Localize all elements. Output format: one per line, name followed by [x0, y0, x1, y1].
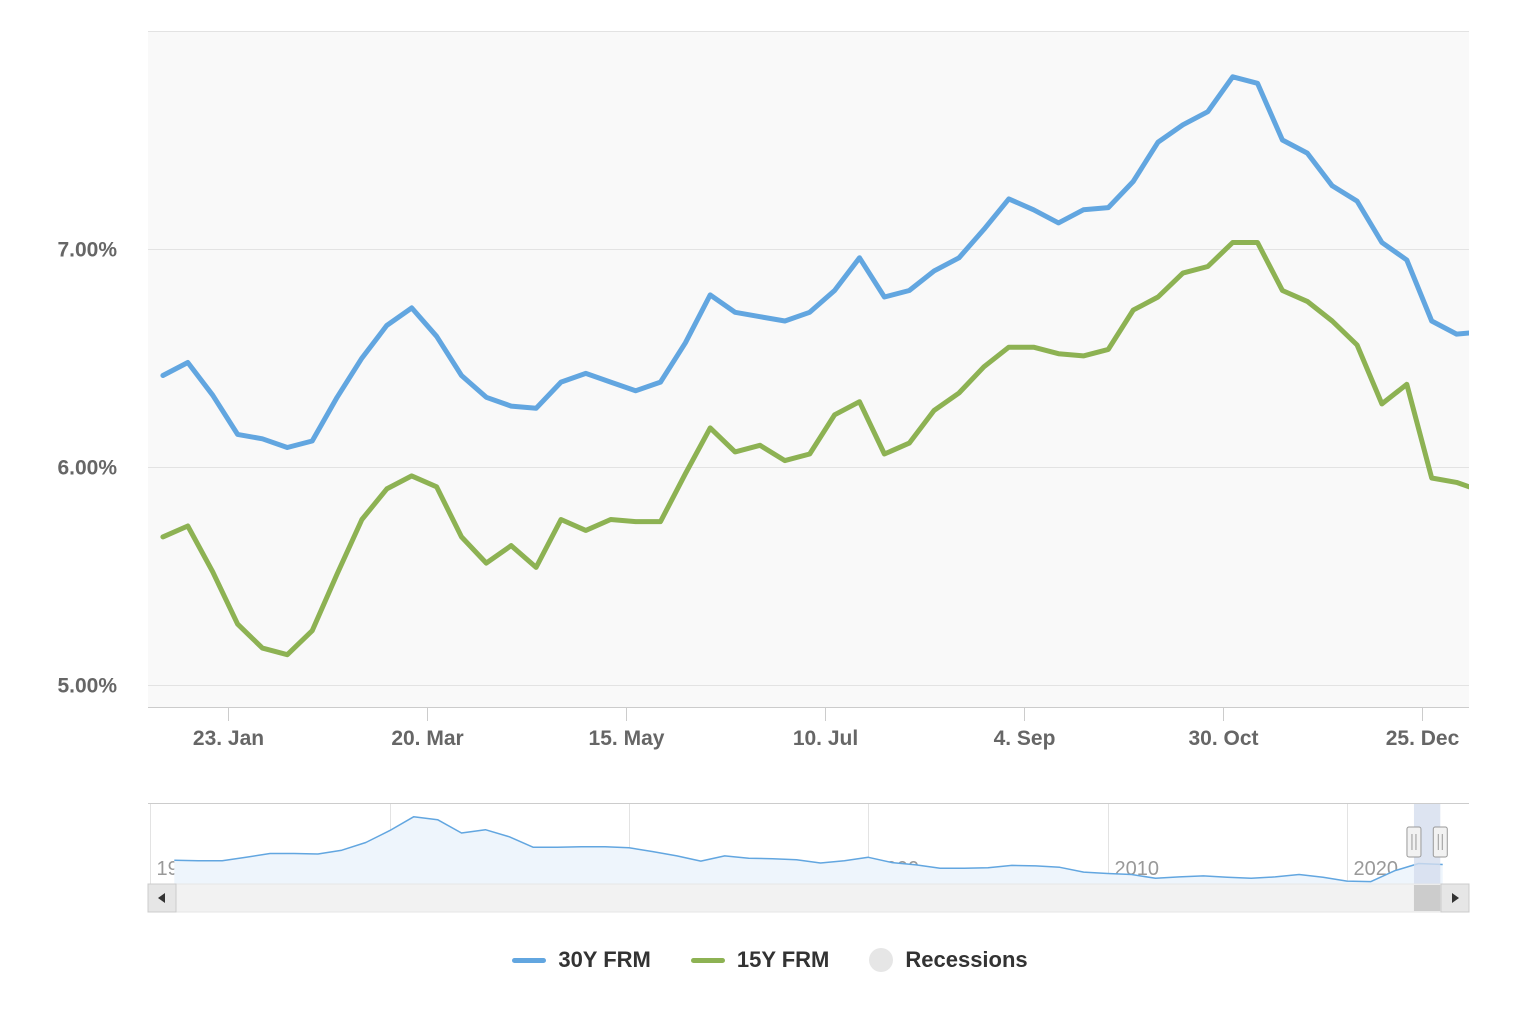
legend-item-30y-frm[interactable]: 30Y FRM [512, 947, 651, 973]
series-line-30y-frm [160, 74, 1469, 450]
x-tick-label: 20. Mar [391, 727, 463, 750]
legend-label-30y-frm: 30Y FRM [558, 947, 651, 972]
navigator-series-line [174, 816, 1443, 883]
navigator-handle-left[interactable] [1406, 826, 1422, 858]
legend-label-recessions: Recessions [905, 947, 1028, 972]
x-tick-label: 25. Dec [1386, 727, 1460, 750]
legend-item-15y-frm[interactable]: 15Y FRM [690, 947, 830, 973]
y-tick-label: 6.00% [57, 457, 117, 480]
y-tick-label: 5.00% [57, 675, 117, 698]
x-tick-label: 4. Sep [994, 727, 1056, 750]
scrollbar-thumb [1413, 885, 1441, 911]
scrollbar[interactable] [147, 883, 1470, 913]
x-tick-label: 15. May [589, 727, 665, 750]
x-tick-label: 30. Oct [1188, 727, 1258, 750]
x-tick-label: 10. Jul [793, 727, 858, 750]
y-tick-label: 7.00% [57, 239, 117, 262]
arrow-right-icon[interactable] [1440, 883, 1470, 913]
plot-background [148, 31, 1469, 707]
legend-line-30y-icon [512, 957, 547, 963]
series-line-15y-frm [160, 240, 1469, 658]
legend: 30Y FRM 15Y FRM Recessions [0, 938, 1540, 982]
arrow-left-icon[interactable] [147, 883, 177, 913]
legend-line-15y-icon [690, 957, 725, 963]
navigator-area [174, 816, 1443, 884]
legend-dot-recessions-icon [869, 948, 894, 972]
navigator-handle-right[interactable] [1432, 826, 1448, 858]
x-tick-label: 23. Jan [193, 727, 264, 750]
legend-label-15y-frm: 15Y FRM [736, 947, 830, 972]
legend-item-recessions[interactable]: Recessions [869, 947, 1028, 973]
